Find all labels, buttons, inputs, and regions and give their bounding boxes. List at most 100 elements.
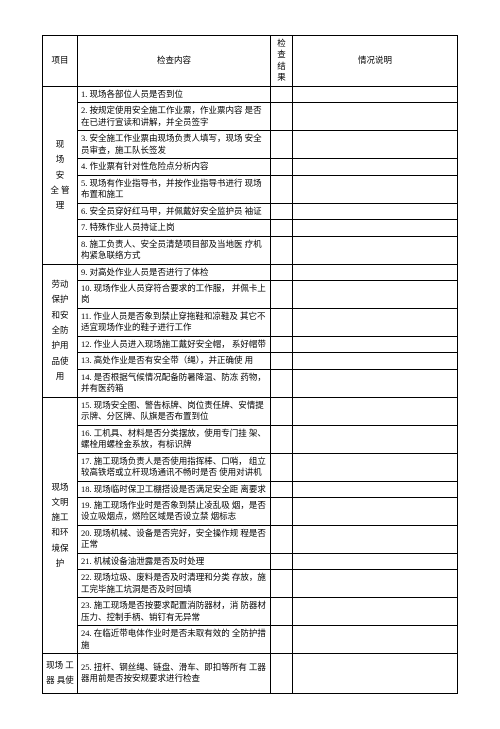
result-cell	[271, 453, 293, 481]
table-row: 13. 高处作业是否有安全带（绳），并正确使 用	[43, 353, 458, 369]
result-cell	[271, 425, 293, 453]
desc-cell	[293, 175, 458, 203]
section-label-4: 现场 工器 具使	[43, 654, 78, 694]
content-cell: 15. 现场安全图、警告标牌、岗位责任牌、安情提示牌、分区牌、队旗是否布置到位	[78, 397, 271, 425]
table-row: 10. 现场作业人员穿符合要求的工作服， 并佩卡上岗	[43, 280, 458, 308]
result-cell	[271, 553, 293, 569]
table-row: 16. 工机具、材料是否分类摆放，使用专门挂 架、螺栓用螺栓金系放，有标识牌	[43, 425, 458, 453]
desc-cell	[293, 626, 458, 654]
table-row: 12. 作业人员进入现场施工戴好安全帽， 系好帽带	[43, 336, 458, 352]
result-cell	[271, 481, 293, 497]
result-cell	[271, 525, 293, 553]
desc-cell	[293, 86, 458, 102]
result-cell	[271, 654, 293, 694]
content-cell: 6. 安全员穿好红马甲，并佩戴好安全监护员 袖证	[78, 203, 271, 219]
desc-cell	[293, 498, 458, 526]
header-desc: 情况说明	[293, 36, 458, 87]
header-content: 检查内容	[78, 36, 271, 87]
result-cell	[271, 280, 293, 308]
desc-cell	[293, 369, 458, 397]
desc-cell	[293, 131, 458, 159]
result-cell	[271, 598, 293, 626]
result-cell	[271, 626, 293, 654]
desc-cell	[293, 598, 458, 626]
content-cell: 14. 是否根据气候情况配备防暑降温、防冻 药物，并有医药箱	[78, 369, 271, 397]
table-row: 8. 施工负责人、安全员清楚项目部及当地医 疗机构紧急联络方式	[43, 236, 458, 264]
result-cell	[271, 236, 293, 264]
table-row: 24. 在临近带电体作业时是否未取有效的 全防护措施	[43, 626, 458, 654]
content-cell: 12. 作业人员进入现场施工戴好安全帽， 系好帽带	[78, 336, 271, 352]
result-cell	[271, 103, 293, 131]
desc-cell	[293, 220, 458, 236]
table-row: 17. 施工现场负责人是否使用指挥棒、口哨， 组立较高铁塔或立杆现场通讯不畅时是…	[43, 453, 458, 481]
desc-cell	[293, 264, 458, 280]
content-cell: 21. 机械设备油泄露是否及时处理	[78, 553, 271, 569]
result-cell	[271, 336, 293, 352]
content-cell: 3. 安全施工作业票由现场负责人填写，现场 安全员审查，施工队长签发	[78, 131, 271, 159]
table-row: 11. 作业人员是否象到禁止穿拖鞋和凉鞋及 其它不适宜现场作业的鞋子进行工作	[43, 308, 458, 336]
content-cell: 2. 按规定使用安全施工作业票，作业票内容 是否在已进行宣读和讲解，并全员签字	[78, 103, 271, 131]
table-row: 2. 按规定使用安全施工作业票，作业票内容 是否在已进行宣读和讲解，并全员签字	[43, 103, 458, 131]
table-row: 4. 作业票有针对性危险点分析内容	[43, 159, 458, 175]
result-cell	[271, 175, 293, 203]
content-cell: 20. 现场机械、设备是否完好，安全操作规 程是否正常	[78, 525, 271, 553]
content-cell: 18. 现场临时保卫工棚搭设是否满足安全距 离要求	[78, 481, 271, 497]
result-cell	[271, 353, 293, 369]
table-row: 现场安全 管理 1. 现场各部位人员是否到位	[43, 86, 458, 102]
desc-cell	[293, 203, 458, 219]
table-row: 7. 特殊作业人员持证上岗	[43, 220, 458, 236]
result-cell	[271, 308, 293, 336]
section-label-2: 劳动保护和安全防护用品使用	[43, 264, 78, 397]
content-cell: 23. 施工现场是否按要求配置消防器材，消 防器材压力、控制手柄、销钉有无异常	[78, 598, 271, 626]
table-row: 18. 现场临时保卫工棚搭设是否满足安全距 离要求	[43, 481, 458, 497]
result-cell	[271, 264, 293, 280]
content-cell: 13. 高处作业是否有安全带（绳），并正确使 用	[78, 353, 271, 369]
table-row: 21. 机械设备油泄露是否及时处理	[43, 553, 458, 569]
table-row: 6. 安全员穿好红马甲，并佩戴好安全监护员 袖证	[43, 203, 458, 219]
desc-cell	[293, 570, 458, 598]
result-cell	[271, 220, 293, 236]
content-cell: 10. 现场作业人员穿符合要求的工作服， 并佩卡上岗	[78, 280, 271, 308]
desc-cell	[293, 397, 458, 425]
desc-cell	[293, 353, 458, 369]
table-row: 现场 工器 具使 25. 扭杆、钢丝绳、链盘、滑车、即扣等所有 工器器用前是否按…	[43, 654, 458, 694]
table-row: 22. 现场垃圾、废料是否及时清理和分类 存放，施工完毕施工坑洞是否及时回填	[43, 570, 458, 598]
desc-cell	[293, 654, 458, 694]
inspection-table: 项目 检查内容 检查结果 情况说明 现场安全 管理 1. 现场各部位人员是否到位…	[42, 35, 458, 694]
result-cell	[271, 203, 293, 219]
content-cell: 19. 施工现场作业时是否象到禁止凌乱吸 烟，是否设立吸烟点，燃险区域是否设立禁…	[78, 498, 271, 526]
table-row: 19. 施工现场作业时是否象到禁止凌乱吸 烟，是否设立吸烟点，燃险区域是否设立禁…	[43, 498, 458, 526]
desc-cell	[293, 308, 458, 336]
content-cell: 5. 现场有作业指导书，并按作业指导书进行 现场布置和施工	[78, 175, 271, 203]
result-cell	[271, 570, 293, 598]
content-cell: 11. 作业人员是否象到禁止穿拖鞋和凉鞋及 其它不适宜现场作业的鞋子进行工作	[78, 308, 271, 336]
table-row: 20. 现场机械、设备是否完好，安全操作规 程是否正常	[43, 525, 458, 553]
content-cell: 7. 特殊作业人员持证上岗	[78, 220, 271, 236]
desc-cell	[293, 425, 458, 453]
table-row: 现场文明施工和环境保护 15. 现场安全图、警告标牌、岗位责任牌、安情提示牌、分…	[43, 397, 458, 425]
desc-cell	[293, 481, 458, 497]
table-row: 23. 施工现场是否按要求配置消防器材，消 防器材压力、控制手柄、销钉有无异常	[43, 598, 458, 626]
result-cell	[271, 159, 293, 175]
content-cell: 8. 施工负责人、安全员清楚项目部及当地医 疗机构紧急联络方式	[78, 236, 271, 264]
content-cell: 16. 工机具、材料是否分类摆放，使用专门挂 架、螺栓用螺栓金系放，有标识牌	[78, 425, 271, 453]
content-cell: 22. 现场垃圾、废料是否及时清理和分类 存放，施工完毕施工坑洞是否及时回填	[78, 570, 271, 598]
header-project: 项目	[43, 36, 78, 87]
content-cell: 17. 施工现场负责人是否使用指挥棒、口哨， 组立较高铁塔或立杆现场通讯不畅时是…	[78, 453, 271, 481]
result-cell	[271, 369, 293, 397]
desc-cell	[293, 103, 458, 131]
section-label-3: 现场文明施工和环境保护	[43, 397, 78, 653]
table-row: 3. 安全施工作业票由现场负责人填写，现场 安全员审查，施工队长签发	[43, 131, 458, 159]
desc-cell	[293, 159, 458, 175]
desc-cell	[293, 280, 458, 308]
result-cell	[271, 397, 293, 425]
result-cell	[271, 86, 293, 102]
table-row: 劳动保护和安全防护用品使用 9. 对高处作业人员是否进行了体检	[43, 264, 458, 280]
desc-cell	[293, 525, 458, 553]
table-row: 14. 是否根据气候情况配备防暑降温、防冻 药物，并有医药箱	[43, 369, 458, 397]
content-cell: 4. 作业票有针对性危险点分析内容	[78, 159, 271, 175]
desc-cell	[293, 236, 458, 264]
content-cell: 25. 扭杆、钢丝绳、链盘、滑车、即扣等所有 工器器用前是否按安规要求进行检查	[78, 654, 271, 694]
content-cell: 24. 在临近带电体作业时是否未取有效的 全防护措施	[78, 626, 271, 654]
result-cell	[271, 131, 293, 159]
